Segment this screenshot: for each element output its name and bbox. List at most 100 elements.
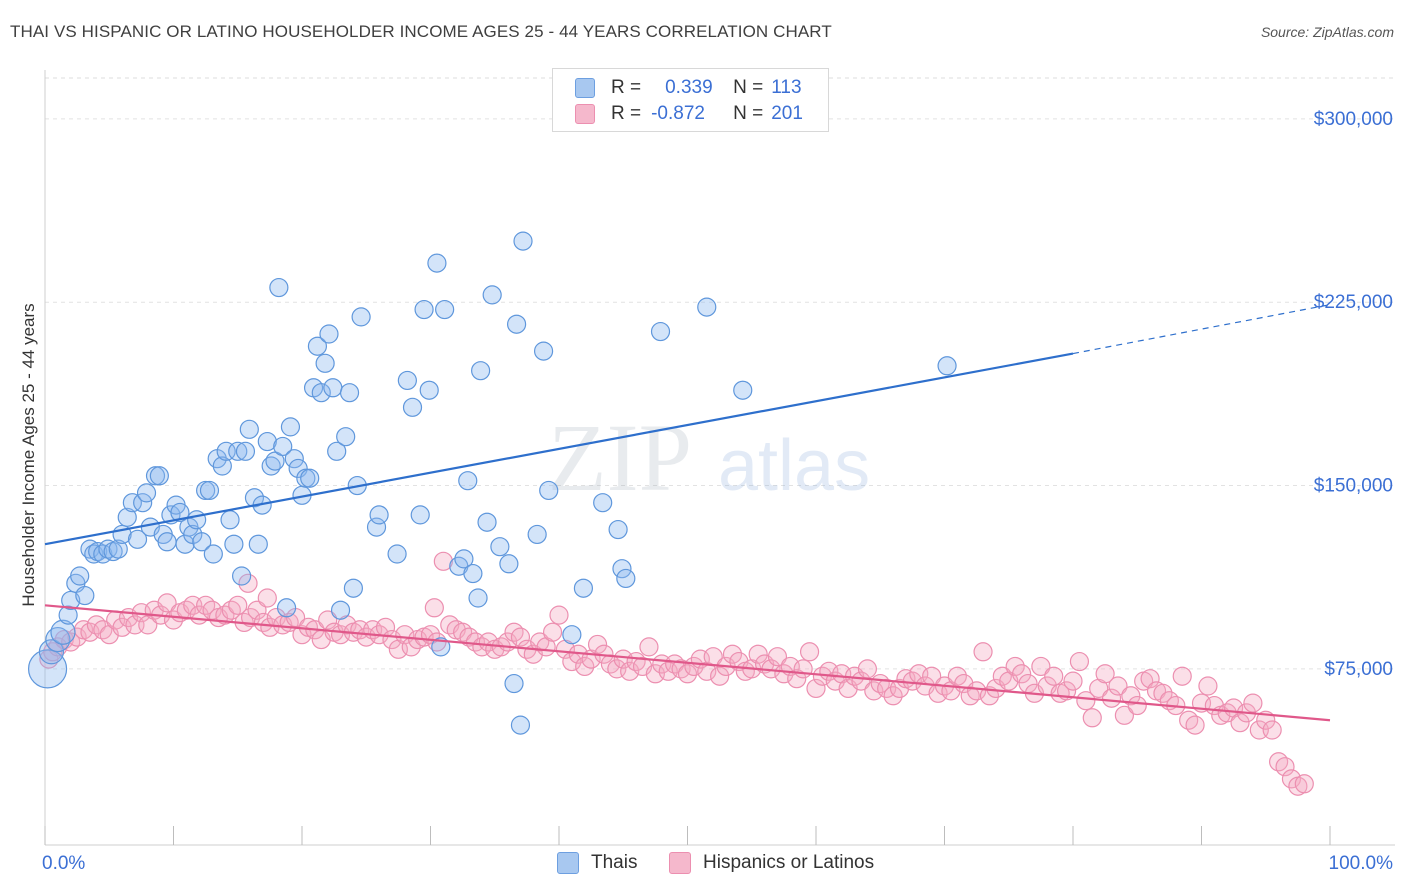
thais-point xyxy=(216,441,236,461)
thais-point xyxy=(239,419,259,439)
hispanics-point xyxy=(620,661,640,681)
y-tick-label: $225,000 xyxy=(1314,292,1393,313)
n-label: N = xyxy=(733,77,764,98)
thais-point xyxy=(410,505,430,525)
thais-point xyxy=(108,539,128,559)
thais-point xyxy=(435,299,455,320)
hispanics-point xyxy=(1076,691,1096,711)
watermark-atlas: atlas xyxy=(718,426,870,506)
thais-point xyxy=(103,541,123,562)
thais-point xyxy=(38,639,65,665)
thais-point xyxy=(307,336,328,356)
y-tick-label: $300,000 xyxy=(1314,109,1393,130)
thais-swatch xyxy=(575,78,595,98)
hispanics-point xyxy=(722,644,743,664)
thais-point xyxy=(369,505,389,525)
hispanics-point xyxy=(1172,666,1192,686)
x-tick-label: 0.0% xyxy=(42,853,85,874)
r-value: -0.872 xyxy=(651,103,705,124)
n-label: N = xyxy=(733,103,764,124)
thais-point xyxy=(504,673,524,694)
hispanics-legend-swatch xyxy=(669,852,691,874)
thais-point xyxy=(280,417,301,437)
thais-point xyxy=(117,507,137,527)
hispanics-points xyxy=(39,551,1314,796)
thais-point xyxy=(490,537,510,557)
thais-point xyxy=(269,277,289,298)
hispanics-point xyxy=(1101,688,1122,708)
thais-point xyxy=(527,524,547,545)
watermark-zip: ZIP xyxy=(548,404,692,511)
hispanics-point xyxy=(1294,774,1314,794)
correlation-legend: R = 0.339 N = 113 R = -0.872 N = 201 xyxy=(552,68,829,132)
hispanics-point xyxy=(1005,656,1025,677)
thais-point xyxy=(697,297,717,317)
thais-point xyxy=(212,456,232,476)
thais-point xyxy=(149,466,169,486)
hispanics-point xyxy=(787,669,807,689)
hispanics-point xyxy=(1108,676,1128,696)
thais-point xyxy=(45,626,71,653)
hispanics-point xyxy=(1281,769,1302,789)
series-legend: Thais Hispanics or Latinos xyxy=(0,852,1406,876)
hispanics-point xyxy=(1121,686,1141,706)
thais-point xyxy=(319,324,339,344)
r-label: R = xyxy=(611,103,642,124)
hispanics-point xyxy=(1243,693,1263,713)
thais-point xyxy=(170,502,190,523)
hispanics-point xyxy=(1044,666,1064,686)
y-tick-label: $75,000 xyxy=(1324,659,1393,680)
hispanics-point xyxy=(967,681,987,701)
thais-point xyxy=(122,493,142,513)
thais-point xyxy=(192,532,212,552)
legend-item-thais: Thais xyxy=(557,852,637,874)
thais-point xyxy=(61,590,81,611)
hispanics-point xyxy=(478,632,498,652)
thais-point xyxy=(468,588,488,608)
thais-point xyxy=(463,563,483,584)
thais-point xyxy=(593,493,613,513)
thais-point xyxy=(232,566,252,586)
hispanics-point xyxy=(1114,705,1135,725)
thais-point xyxy=(343,578,363,598)
thais-point xyxy=(224,534,244,554)
thais-point xyxy=(339,383,360,403)
thais-point xyxy=(366,517,387,537)
thais-point xyxy=(937,356,957,376)
hispanics-point xyxy=(318,610,338,630)
hispanics-point xyxy=(767,647,788,667)
thais-point xyxy=(482,285,502,305)
legend-row-thais: R = 0.339 N = 113 xyxy=(575,77,802,99)
hispanics-point xyxy=(1069,651,1090,672)
hispanics-point xyxy=(1095,664,1115,684)
thais-point xyxy=(506,314,527,334)
thais-point xyxy=(203,544,223,564)
thais-point xyxy=(157,532,177,552)
hispanics-point xyxy=(793,659,813,679)
thais-point xyxy=(414,299,434,320)
thais-point xyxy=(276,598,297,618)
thais-legend-swatch xyxy=(557,852,579,874)
r-label: R = xyxy=(611,77,642,98)
legend-row-hispanics: R = -0.872 N = 201 xyxy=(575,103,803,125)
thais-point xyxy=(539,480,559,501)
hispanics-point xyxy=(1127,695,1147,716)
hispanics-point xyxy=(1153,683,1173,703)
thais-point xyxy=(311,383,331,403)
thais-legend-label: Thais xyxy=(591,852,638,873)
thais-point xyxy=(284,449,304,469)
hispanics-point xyxy=(851,671,871,691)
hispanics-point xyxy=(857,659,878,679)
hispanics-point xyxy=(238,573,258,593)
thais-trend-line xyxy=(44,352,1074,546)
thais-point xyxy=(300,468,320,488)
hispanics-point xyxy=(433,551,453,571)
thais-point xyxy=(127,529,148,549)
thais-point xyxy=(499,554,519,574)
hispanics-point xyxy=(228,595,248,615)
thais-point xyxy=(257,431,277,452)
thais-point xyxy=(573,578,594,598)
thais-point xyxy=(50,619,76,645)
thais-point xyxy=(387,544,407,564)
hispanics-point xyxy=(1140,669,1160,689)
